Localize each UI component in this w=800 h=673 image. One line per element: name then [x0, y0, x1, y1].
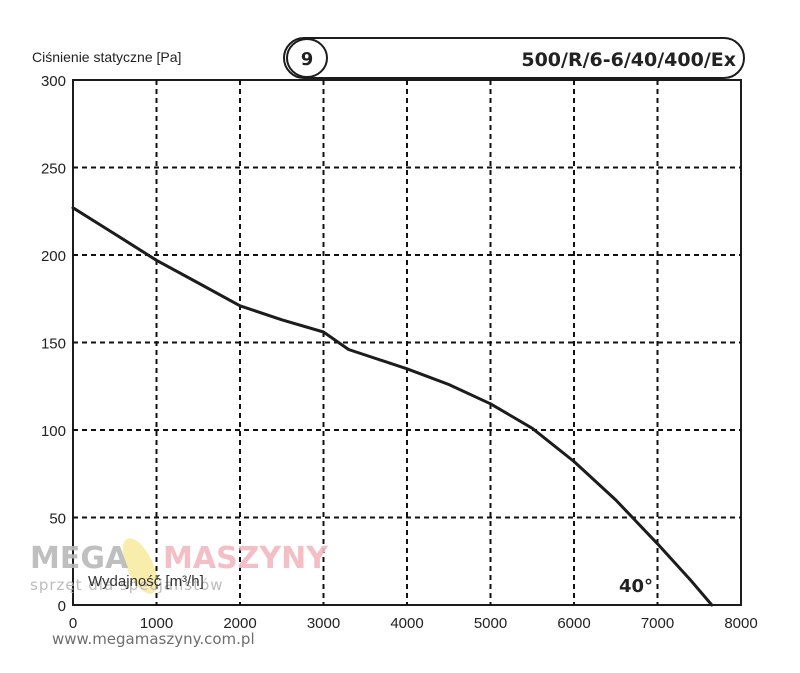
x-tick-label: 7000 — [641, 615, 674, 632]
y-tick-label: 0 — [58, 598, 66, 615]
x-tick-label: 1000 — [140, 615, 173, 632]
y-tick-label: 300 — [41, 73, 66, 90]
watermark-tagline: sprzęt dla specjalistów — [30, 576, 224, 594]
grid-lines — [73, 80, 741, 605]
x-tick-label: 4000 — [390, 615, 423, 632]
y-tick-label: 200 — [41, 248, 66, 265]
model-name: 500/R/6-6/40/400/Ex — [521, 49, 736, 71]
y-tick-labels: 0 50 100 150 200 250 300 — [41, 73, 66, 615]
x-axis-label: Wydajność [m³/h] — [88, 573, 204, 590]
y-tick-label: 250 — [41, 161, 66, 178]
watermark-flame-icon — [122, 538, 158, 594]
x-tick-label: 6000 — [557, 615, 590, 632]
x-tick-label: 2000 — [223, 615, 256, 632]
curve-number-circle — [286, 38, 328, 78]
y-tick-label: 150 — [41, 336, 66, 353]
x-tick-label: 0 — [69, 615, 77, 632]
x-tick-label: 3000 — [307, 615, 340, 632]
y-axis-label: Ciśnienie statyczne [Pa] — [32, 49, 181, 65]
x-tick-label: 5000 — [474, 615, 507, 632]
y-tick-label: 100 — [41, 423, 66, 440]
watermark-brand-b: MASZYNY — [163, 541, 329, 576]
watermark-brand-a: MEGA — [30, 541, 129, 576]
watermark-url: www.megamaszyny.com.pl — [52, 630, 255, 648]
model-header: 9 500/R/6-6/40/400/Ex — [283, 37, 745, 79]
performance-curve — [71, 206, 714, 607]
x-tick-label: 8000 — [724, 615, 757, 632]
x-tick-labels: 0 1000 2000 3000 4000 5000 6000 7000 8000 — [69, 615, 758, 632]
model-header-box — [283, 37, 745, 79]
y-tick-label: 50 — [49, 511, 66, 528]
watermark: MEGA MASZYNY sprzęt dla specjalistów — [30, 538, 329, 594]
curve-number: 9 — [301, 49, 314, 70]
blade-angle-label: 40° — [619, 576, 653, 597]
